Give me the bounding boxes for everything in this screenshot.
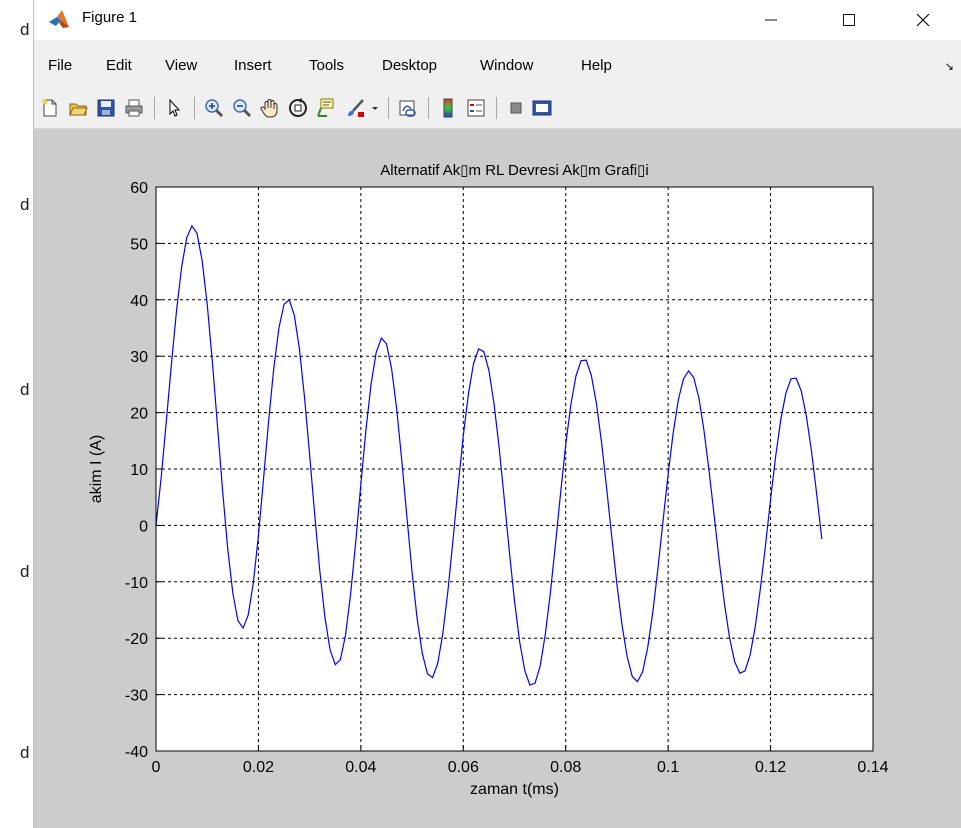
pan-hand-icon — [260, 99, 278, 118]
legend-icon — [467, 99, 485, 117]
toolbar-separator — [496, 97, 497, 119]
zoom-in-button[interactable] — [202, 96, 226, 120]
maximize-icon — [843, 14, 855, 26]
menu-window[interactable]: Window — [480, 57, 534, 74]
y-axis-label: akim I (A) — [88, 435, 105, 503]
pointer-button[interactable] — [162, 96, 186, 120]
x-tick-label: 0 — [152, 759, 161, 776]
axis-ticks: 0 0.02 0.04 0.06 0.08 0.1 0.12 0.14 -40 -30 -20 -10… — [125, 180, 889, 776]
x-tick-label: 0.1 — [657, 759, 679, 776]
grid-lines — [156, 187, 873, 751]
x-tick-label: 0.08 — [550, 759, 581, 776]
minimize-icon — [765, 19, 777, 21]
close-button[interactable] — [900, 0, 946, 40]
link-plot-icon — [399, 100, 416, 117]
y-tick-label: 50 — [130, 236, 148, 253]
new-figure-icon — [42, 99, 57, 117]
background-window-strip: d d d d d — [0, 0, 33, 828]
y-tick-label: -30 — [125, 688, 148, 705]
x-axis-label: zaman t(ms) — [470, 781, 559, 798]
chevron-down-icon — [372, 107, 378, 110]
y-tick-label: 0 — [139, 518, 148, 535]
open-file-button[interactable] — [66, 96, 90, 120]
y-tick-label: -40 — [125, 744, 148, 761]
pointer-icon — [169, 98, 181, 117]
brush-button[interactable] — [344, 96, 368, 120]
figure-toolbar — [34, 90, 961, 129]
menu-help[interactable]: Help — [581, 57, 612, 74]
background-letter: d — [20, 380, 30, 399]
brush-icon — [348, 99, 364, 117]
colorbar-icon — [443, 98, 453, 118]
y-tick-label: 30 — [130, 349, 148, 366]
print-button[interactable] — [122, 96, 146, 120]
save-icon — [97, 99, 115, 117]
background-letter: d — [20, 195, 30, 214]
brush-dropdown-button[interactable] — [368, 96, 382, 120]
x-tick-label: 0.06 — [448, 759, 479, 776]
close-icon — [916, 13, 930, 27]
maximize-button[interactable] — [826, 0, 872, 40]
axes-background[interactable] — [156, 187, 873, 751]
toolbar-separator — [388, 97, 389, 119]
zoom-in-icon — [205, 99, 224, 118]
pan-button[interactable] — [258, 96, 282, 120]
hide-plot-tools-button[interactable] — [504, 96, 528, 120]
zoom-out-button[interactable] — [230, 96, 254, 120]
menu-bar: File Edit View Insert Tools Desktop Wind… — [34, 40, 961, 90]
menu-desktop[interactable]: Desktop — [382, 57, 438, 74]
open-file-icon — [69, 103, 88, 116]
x-tick-label: 0.14 — [857, 759, 888, 776]
toolbar-separator — [428, 97, 429, 119]
y-tick-label: 20 — [130, 406, 148, 423]
matlab-logo-icon — [49, 10, 69, 28]
menu-tools[interactable]: Tools — [309, 57, 345, 74]
background-letter: d — [20, 562, 30, 581]
save-button[interactable] — [94, 96, 118, 120]
figure-canvas[interactable]: 0 0.02 0.04 0.06 0.08 0.1 0.12 0.14 -40 -30 -20 -10… — [34, 129, 961, 828]
toolbar-separator — [194, 97, 195, 119]
show-plot-tools-icon — [532, 100, 552, 116]
show-plot-tools-button[interactable] — [530, 96, 554, 120]
y-tick-label: 10 — [130, 462, 148, 479]
x-tick-label: 0.02 — [243, 759, 274, 776]
minimize-button[interactable] — [748, 0, 794, 40]
rotate-3d-button[interactable] — [286, 96, 310, 120]
data-cursor-icon — [317, 98, 334, 117]
print-icon — [125, 99, 143, 117]
chart-title: Alternatif Ak▯m RL Devresi Ak▯m Grafi▯i — [380, 162, 648, 179]
legend-button[interactable] — [464, 96, 488, 120]
background-letter: d — [20, 20, 30, 39]
y-tick-label: -10 — [125, 575, 148, 592]
y-tick-label: 60 — [130, 180, 148, 197]
y-tick-label: -20 — [125, 631, 148, 648]
x-tick-label: 0.12 — [755, 759, 786, 776]
figure-window: Figure 1 File Edit View Insert Tools Des… — [33, 0, 961, 828]
colorbar-button[interactable] — [436, 96, 460, 120]
rotate-3d-icon — [289, 98, 307, 117]
menu-view[interactable]: View — [165, 57, 198, 74]
background-letter: d — [20, 743, 30, 762]
dock-arrow-icon[interactable]: ↘ — [944, 61, 954, 73]
y-tick-label: 40 — [130, 293, 148, 310]
menu-edit[interactable]: Edit — [106, 57, 132, 74]
link-plot-button[interactable] — [396, 96, 420, 120]
toolbar-separator — [154, 97, 155, 119]
zoom-out-icon — [233, 99, 252, 118]
plot-svg: 0 0.02 0.04 0.06 0.08 0.1 0.12 0.14 -40 -30 -20 -10… — [88, 162, 889, 798]
current-curve-line — [155, 224, 823, 686]
hide-plot-tools-icon — [510, 102, 522, 114]
window-title: Figure 1 — [82, 9, 138, 26]
new-figure-button[interactable] — [38, 96, 62, 120]
menu-file[interactable]: File — [48, 57, 73, 74]
x-tick-label: 0.04 — [345, 759, 376, 776]
menu-insert[interactable]: Insert — [234, 57, 272, 74]
title-bar[interactable]: Figure 1 — [34, 0, 961, 40]
data-cursor-button[interactable] — [314, 96, 338, 120]
